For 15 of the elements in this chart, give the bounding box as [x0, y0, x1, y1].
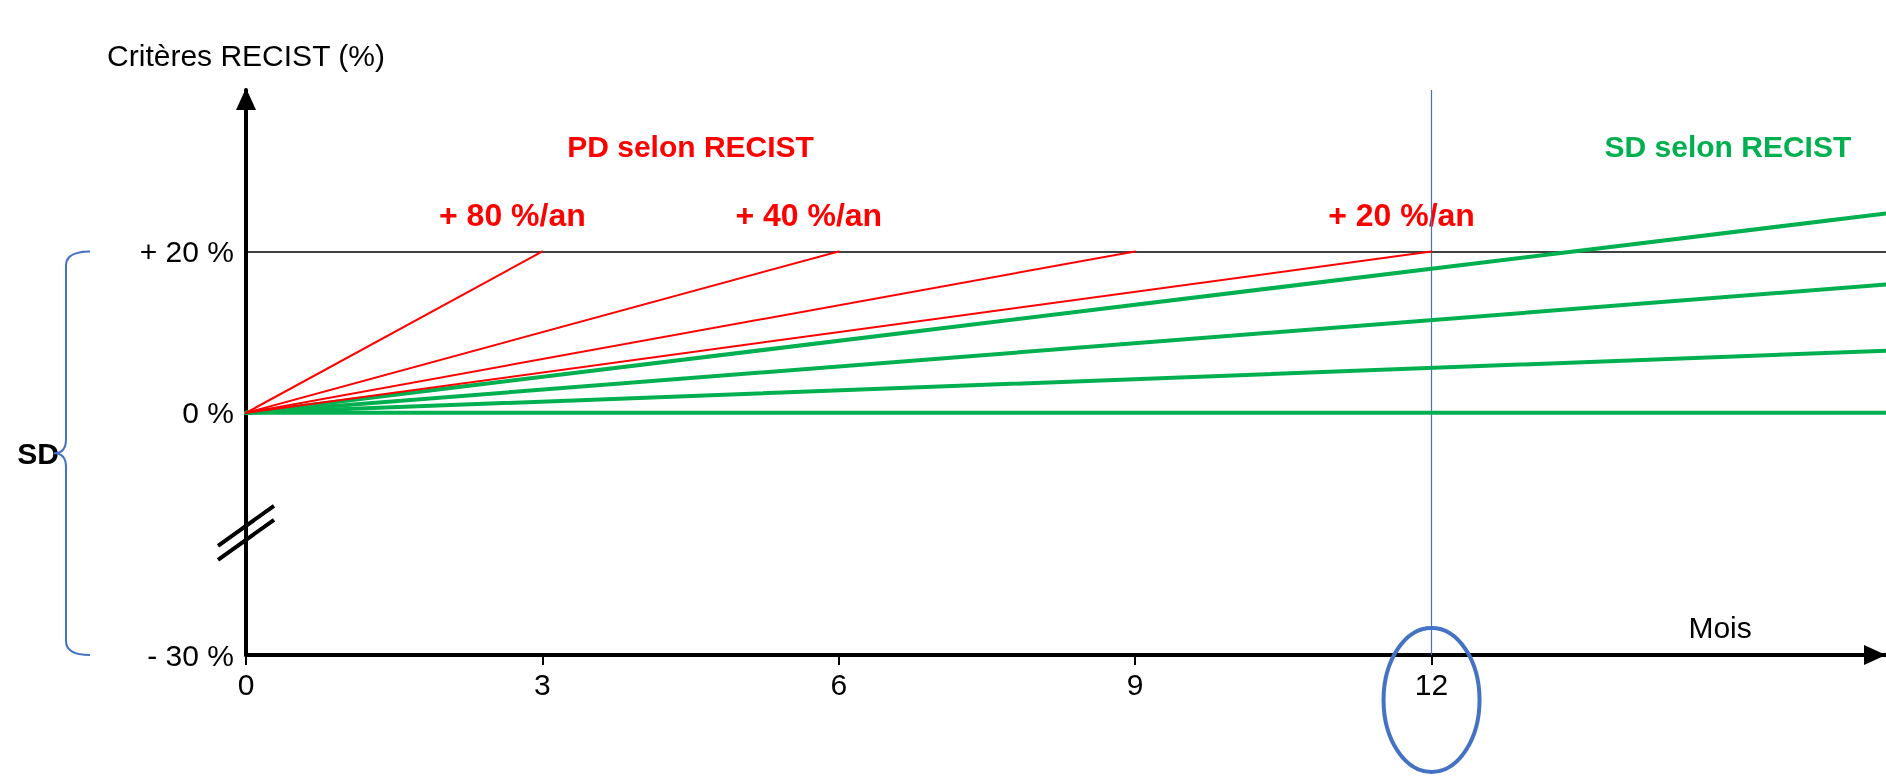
y-axis-title: Critères RECIST (%) [107, 38, 385, 72]
x-tick-label: 0 [237, 667, 255, 701]
text: SD [17, 436, 59, 470]
annotation: SD selon RECIST [1604, 130, 1852, 163]
annotation: PD selon RECIST [567, 130, 814, 163]
x-tick-label: 12 [1414, 667, 1449, 701]
x-tick-label: 6 [830, 667, 848, 701]
annotation: + 40 %/an [735, 197, 883, 234]
x-tick-label: 9 [1126, 667, 1144, 701]
y-tick-label: - 30 % [147, 638, 234, 672]
x-tick-label: 3 [534, 667, 551, 701]
x-axis-title: Mois [1688, 610, 1752, 644]
y-tick-label: + 20 % [139, 234, 234, 268]
y-tick-label: 0 % [182, 396, 234, 430]
annotation: + 80 %/an [439, 197, 586, 234]
